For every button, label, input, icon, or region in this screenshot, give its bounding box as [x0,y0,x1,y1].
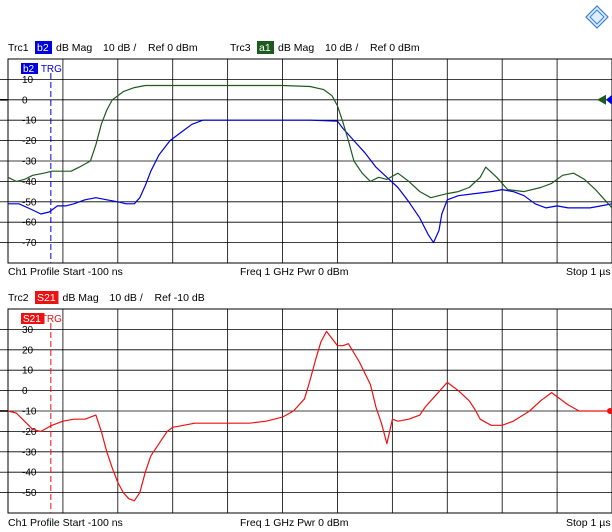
ref-arrow-icon [597,94,606,105]
y-tick-label: 0 [22,95,28,106]
ref-arrow-icon [606,94,612,105]
y-tick-label: 20 [22,345,34,356]
footer-channel: Ch1 [8,517,27,529]
y-tick-label: 10 [22,75,34,86]
footer-start: Profile Start -100 ns [30,517,123,529]
trace-ref: Ref -10 dB [155,292,205,304]
trace-label: Trc1 [8,42,29,54]
y-tick-label: -10 [22,407,37,418]
trace-tag-label: S21 [23,314,41,325]
trace-scale: 10 dB / [325,42,358,54]
trace-badge-label: b2 [37,42,49,54]
y-tick-label: -20 [22,427,37,438]
footer-start: Profile Start -100 ns [30,266,123,278]
trace-badge-label: S21 [37,292,56,304]
trace-badge [257,41,274,54]
trigger-label: TRG [41,314,62,325]
brand-logo-icon [585,5,609,29]
footer-channel: Ch1 [8,266,27,278]
trace-tag [21,63,38,74]
y-tick-label: 30 [22,325,34,336]
y-tick-label: -70 [22,238,37,249]
y-tick-label: 0 [22,386,28,397]
trace-format: dB Mag [278,42,314,54]
y-tick-label: -50 [22,488,37,499]
footer-center: Freq 1 GHz Pwr 0 dBm [240,266,349,278]
trace-scale: 10 dB / [110,292,143,304]
diagram-area-top: Trc1 b2 dB Mag 10 dB / Ref 0 dBm Trc3 a1 dB Mag… [0,41,612,278]
trace-format: dB Mag [56,42,92,54]
y-tick-label: -50 [22,197,37,208]
trace-tag [21,313,45,324]
series-line [8,119,612,244]
y-tick-label: -40 [22,468,37,479]
trigger-label: TRG [41,64,62,75]
y-tick-label: -20 [22,136,37,147]
trace-format: dB Mag [63,292,99,304]
y-tick-label: -30 [22,447,37,458]
footer-stop: Stop 1 µs [566,517,611,529]
trace-label: Trc2 [8,292,29,304]
trace-badge-label: a1 [259,42,271,54]
trace-ref: Ref 0 dBm [148,42,198,54]
y-tick-label: -40 [22,177,37,188]
diagram-area-bottom: Trc2 S21 dB Mag 10 dB / Ref -10 dB 30 20 10 0 -10… [0,291,612,529]
trace-badge [35,291,59,304]
trace-badge [35,41,52,54]
y-tick-label: -30 [22,157,37,168]
y-tick-label: 10 [22,366,34,377]
y-tick-label: -60 [22,218,37,229]
trace-label: Trc3 [230,42,251,54]
trace-scale: 10 dB / [103,42,136,54]
series-line [7,330,612,502]
y-tick-label: -10 [22,116,37,127]
trace-ref: Ref 0 dBm [370,42,420,54]
footer-stop: Stop 1 µs [566,266,611,278]
trace-tag-label: b2 [23,64,35,75]
series-end-marker [607,408,612,414]
footer-center: Freq 1 GHz Pwr 0 dBm [240,517,349,529]
series-line [7,84,612,209]
